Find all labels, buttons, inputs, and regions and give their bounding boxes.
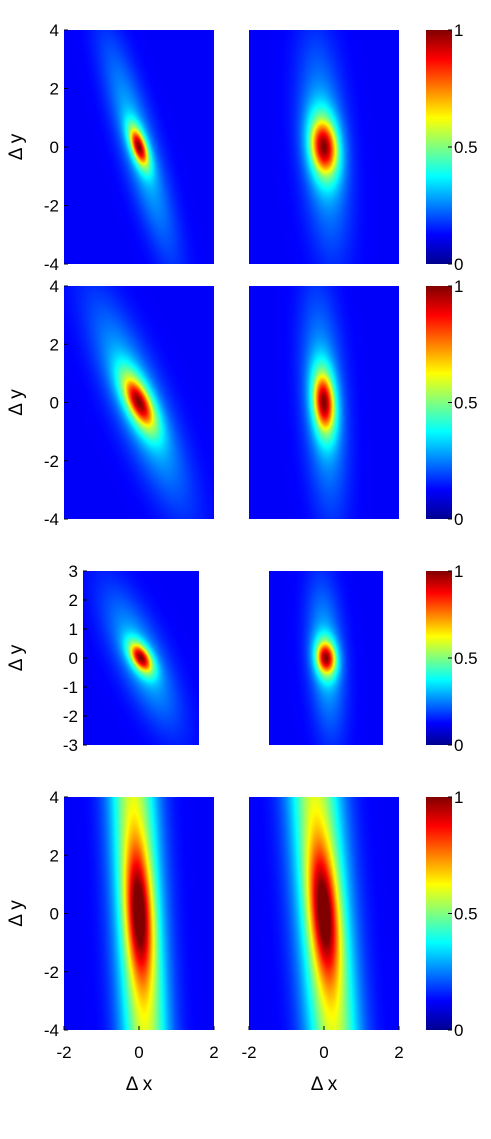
ytick-label: -3 [63, 736, 78, 755]
ytick-label: -4 [44, 510, 59, 529]
xtick-label: 0 [319, 1043, 328, 1062]
colorbar [426, 30, 452, 264]
colorbar-tick-label: 0.5 [454, 394, 478, 413]
ytick-label: 0 [50, 905, 59, 924]
figure-row-1: -4 -2 0 2 4 Δ y 0 0.5 1 [6, 21, 478, 274]
ytick-label: 2 [50, 80, 59, 99]
xtick-label: 0 [134, 1043, 143, 1062]
figure-row-2: -4 -2 0 2 4 Δ y 0 0.5 1 [6, 277, 478, 529]
y-axis-label: Δ y [6, 133, 27, 160]
colorbar-tick-label: 1 [454, 562, 463, 581]
figure-row-4: -4 -2 0 2 4 Δ y -2 0 2 Δ x -2 0 2 Δ x 0 0.5 1 [6, 788, 478, 1095]
colorbar [426, 797, 452, 1030]
ytick-label: 2 [50, 846, 59, 865]
colorbar-tick-label: 0 [454, 1021, 463, 1040]
ytick-label: -4 [44, 255, 59, 274]
colorbar-tick-label: 1 [454, 21, 463, 40]
colorbar-tick-label: 0.5 [454, 138, 478, 157]
colorbar [426, 286, 452, 519]
ytick-label: -2 [44, 963, 59, 982]
ytick-label: 1 [69, 620, 78, 639]
xtick-label: 2 [394, 1043, 403, 1062]
heatmap-panel-r4-c1 [64, 797, 214, 1030]
ytick-label: 2 [69, 591, 78, 610]
ytick-label: -4 [44, 1021, 59, 1040]
heatmap-panel-r2-c2 [249, 286, 399, 519]
colorbar-tick-label: 0.5 [454, 649, 478, 668]
x-axis-label: Δ x [126, 1074, 153, 1095]
ytick-label: 3 [69, 562, 78, 581]
xtick-label: -2 [241, 1043, 256, 1062]
heatmap-panel-r1-c2 [249, 30, 399, 264]
xtick-label: -2 [56, 1043, 71, 1062]
colorbar-tick-label: 1 [454, 788, 463, 807]
xtick-label: 2 [209, 1043, 218, 1062]
heatmap-panel-r3-c1 [83, 571, 199, 745]
ytick-label: 4 [50, 277, 59, 296]
ytick-label: -2 [63, 707, 78, 726]
figure-row-3: -3 -2 -1 0 1 2 3 Δ y 0 0.5 1 [6, 562, 478, 755]
ytick-label: -1 [63, 678, 78, 697]
y-axis-label: Δ y [6, 900, 27, 927]
ytick-label: 4 [50, 788, 59, 807]
ytick-label: 0 [69, 649, 78, 668]
colorbar-tick-label: 1 [454, 277, 463, 296]
colorbar [426, 571, 452, 745]
heatmap-panel-r4-c2 [249, 797, 399, 1030]
heatmap-panel-r3-c2 [269, 571, 383, 745]
colorbar-tick-label: 0 [454, 510, 463, 529]
ytick-label: -2 [44, 197, 59, 216]
ytick-label: 4 [50, 21, 59, 40]
heatmap-panel-r2-c1 [64, 286, 214, 519]
x-axis-label: Δ x [311, 1074, 338, 1095]
ytick-label: -2 [44, 452, 59, 471]
ytick-label: 0 [50, 138, 59, 157]
ytick-label: 0 [50, 394, 59, 413]
y-axis-label: Δ y [6, 644, 27, 671]
ytick-label: 2 [50, 335, 59, 354]
colorbar-tick-label: 0 [454, 255, 463, 274]
y-axis-label: Δ y [6, 389, 27, 416]
heatmap-panel-r1-c1 [64, 30, 214, 264]
colorbar-tick-label: 0 [454, 736, 463, 755]
colorbar-tick-label: 0.5 [454, 905, 478, 924]
